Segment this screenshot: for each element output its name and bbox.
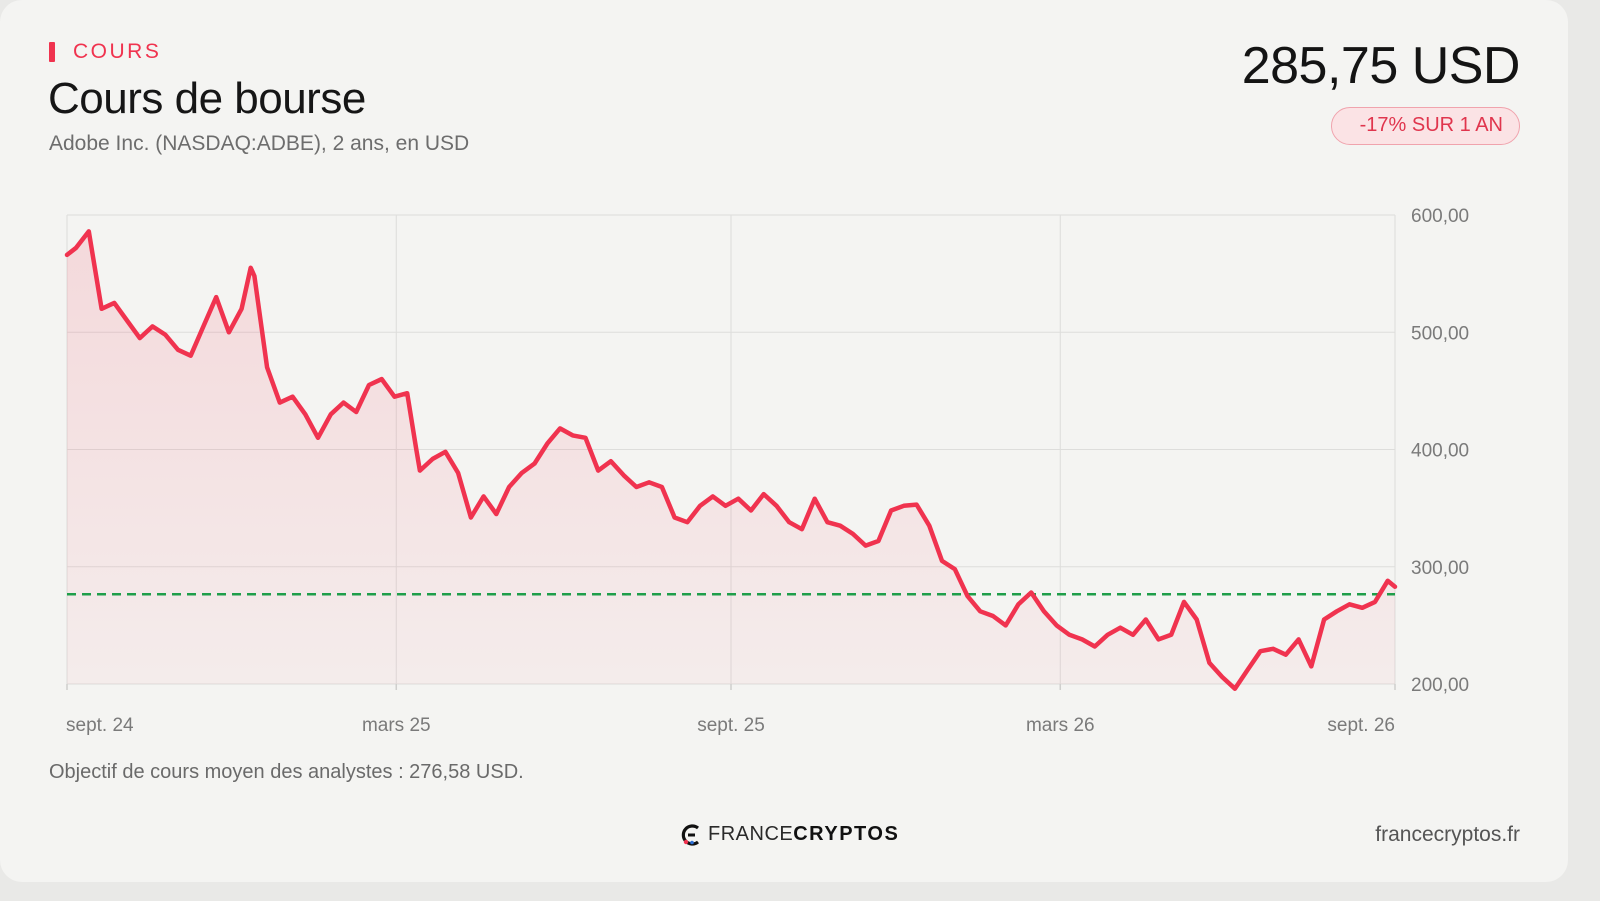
analyst-target-note: Objectif de cours moyen des analystes : … [49, 761, 524, 783]
y-tick-label: 300,00 [1411, 558, 1469, 579]
x-tick-label: sept. 25 [697, 715, 765, 736]
brand-name-light: FRANCE [708, 823, 794, 845]
brand-logo: FRANCE CRYPTOS [680, 823, 899, 846]
x-tick-label: mars 25 [362, 715, 431, 736]
chart-subtitle: Adobe Inc. (NASDAQ:ADBE), 2 ans, en USD [49, 132, 470, 155]
y-tick-label: 200,00 [1411, 675, 1469, 696]
price-line [64, 229, 1398, 691]
site-url: francecryptos.fr [1375, 823, 1520, 846]
current-price: 285,75 USD [1241, 37, 1521, 95]
brand-mark-icon [681, 823, 700, 846]
x-tick-label: sept. 26 [1327, 715, 1395, 736]
y-tick-label: 400,00 [1411, 441, 1469, 462]
y-tick-label: 600,00 [1411, 206, 1469, 227]
x-tick-label: mars 26 [1026, 715, 1095, 736]
chart-title: Cours de bourse [48, 74, 366, 123]
change-badge: -17% SUR 1 AN [1330, 107, 1520, 145]
section-eyebrow: COURS [49, 40, 161, 64]
x-axis: sept. 24 mars 25 sept. 25 mars 26 sept. 26 [66, 684, 1396, 736]
y-axis: 200,00 300,00 400,00 500,00 600,00 [1411, 206, 1469, 696]
x-tick-label: sept. 24 [66, 715, 134, 736]
price-area-fill [67, 231, 1395, 689]
y-tick-label: 500,00 [1411, 323, 1469, 344]
price-chart: 200,00 300,00 400,00 500,00 600,00 sept. 24 m… [64, 206, 1469, 736]
eyebrow-label: COURS [73, 40, 162, 63]
chart-card: COURS Cours de bourse Adobe Inc. (NASDAQ… [0, 0, 1568, 882]
eyebrow-accent-bar [49, 42, 55, 62]
brand-name-bold: CRYPTOS [793, 823, 900, 845]
